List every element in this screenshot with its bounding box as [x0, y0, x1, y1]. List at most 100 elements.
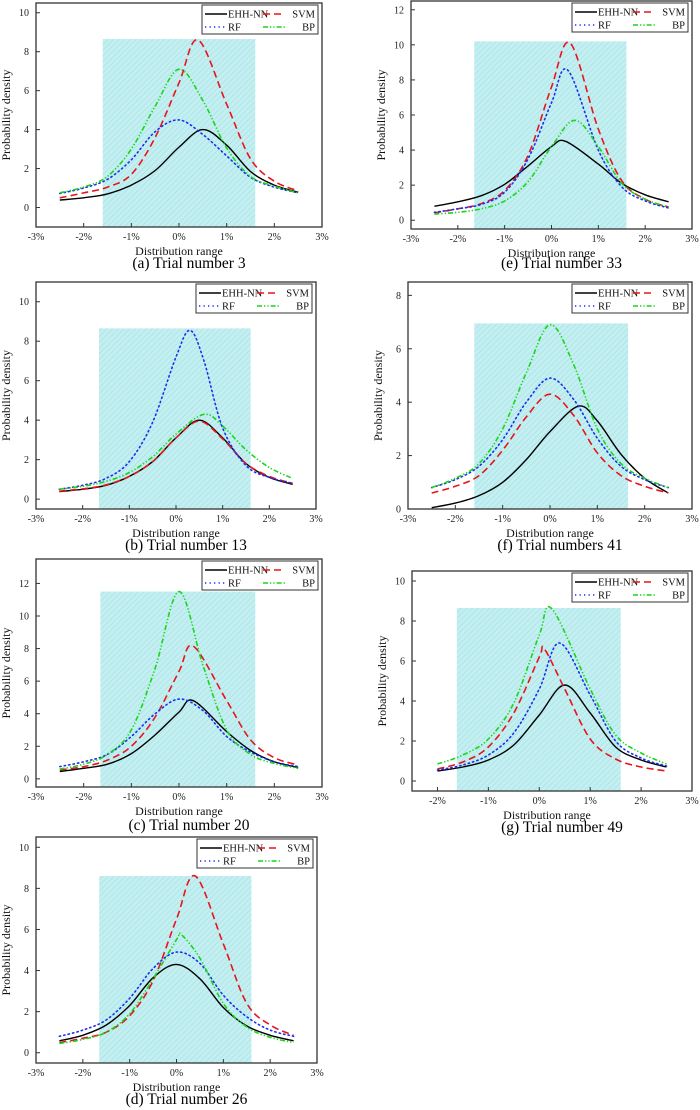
shaded-region [99, 876, 252, 1063]
x-tick-label: 3% [685, 514, 698, 525]
x-tick-label: 0% [170, 1068, 183, 1079]
series-line-ehhnn [434, 139, 669, 207]
y-tick-label: 6 [24, 925, 29, 936]
x-tick-label: 1% [220, 232, 233, 243]
panel-caption: (g) Trial number 49 [501, 819, 623, 836]
shaded-region [100, 591, 256, 787]
x-tick-label: 3% [309, 514, 322, 525]
series-line-rf [58, 329, 294, 491]
legend-label: RF [223, 857, 236, 868]
legend-label: SVM [287, 844, 310, 855]
legend-label: SVM [292, 10, 315, 21]
x-axis-label: Distribution range [508, 246, 596, 260]
y-tick-label: 2 [24, 1007, 29, 1018]
x-tick-label: 2% [638, 234, 651, 245]
x-tick-label: -2% [75, 232, 92, 243]
legend: EHH-NN SVM RF BP [201, 4, 319, 35]
x-tick-label: 3% [685, 796, 698, 807]
series-line-svm [437, 645, 667, 772]
legend-label: SVM [662, 578, 685, 589]
legend: EHH-NN SVM RF BP [201, 560, 319, 591]
legend-box [571, 572, 689, 603]
shaded-region [99, 328, 251, 509]
x-tick-label: -3% [28, 1068, 45, 1079]
series-line-svm [434, 41, 669, 214]
shaded-region [474, 41, 627, 229]
legend: EHH-NN SVM RF BP [571, 572, 689, 603]
x-tick-label: -1% [494, 514, 511, 525]
series-line-svm [59, 420, 293, 492]
y-tick-label: 8 [24, 337, 29, 348]
series-line-ehhnn [437, 684, 667, 772]
legend-label: RF [222, 302, 235, 313]
y-tick-label: 6 [24, 376, 29, 387]
x-tick-label: -1% [123, 792, 140, 803]
legend-box [571, 2, 689, 33]
legend-label: RF [598, 21, 611, 32]
y-tick-label: 4 [400, 697, 405, 708]
y-tick-label: 10 [19, 8, 29, 19]
y-tick-label: 6 [399, 111, 404, 122]
x-tick-label: -1% [496, 234, 513, 245]
series-line-bp [59, 413, 294, 491]
x-tick-label: -3% [28, 232, 45, 243]
y-tick-label: 4 [24, 966, 29, 977]
x-tick-label: -1% [123, 232, 140, 243]
y-tick-label: 4 [24, 416, 29, 427]
chart-panel-c: -3% -2% -1% 0% 1% 2% 3% 0 2 4 6 8 10 12 Distribution r… [0, 558, 329, 834]
x-tick-label: -1% [480, 796, 497, 807]
x-tick-label: 0% [545, 234, 558, 245]
x-tick-label: 0% [169, 514, 182, 525]
x-tick-label: 0% [172, 232, 185, 243]
x-tick-label: 1% [584, 796, 597, 807]
chart-panel-f: -3% -2% -1% 0% 1% 2% 3% 0 2 4 6 8 Distribution range… [371, 281, 699, 554]
y-axis-label: Probability density [375, 636, 389, 727]
x-tick-label: -2% [447, 514, 464, 525]
panel-caption: (d) Trial number 26 [126, 1091, 248, 1108]
legend-label: EHH-NN [222, 289, 263, 300]
y-axis-label: Probability density [0, 350, 13, 441]
series-line-rf [58, 951, 295, 1038]
series-line-bp [431, 323, 669, 489]
chart-panel-g: -2% -1% 0% 1% 2% 3% 0 2 4 6 8 10 Distribution range P… [375, 570, 699, 836]
series-line-svm [59, 39, 299, 199]
y-tick-label: 0 [396, 505, 401, 516]
legend-label: BP [672, 591, 685, 602]
x-tick-label: 2% [263, 514, 276, 525]
x-tick-label: -2% [75, 792, 92, 803]
series-line-rf [59, 698, 299, 768]
y-tick-label: 0 [24, 1048, 29, 1059]
panel-caption: (e) Trial number 33 [501, 255, 622, 272]
legend-label: BP [672, 302, 685, 313]
legend-label: BP [302, 23, 315, 34]
series-line-ehhnn [59, 963, 294, 1042]
chart-panel-a: -3% -2% -1% 0% 1% 2% 3% 0 2 4 6 8 10 Distribution ran… [0, 2, 329, 272]
x-tick-label: -2% [429, 796, 446, 807]
y-tick-label: 10 [394, 40, 404, 51]
legend-label: EHH-NN [223, 844, 264, 855]
y-tick-label: 2 [396, 451, 401, 462]
y-axis-label: Probability density [0, 628, 13, 719]
y-tick-label: 6 [396, 344, 401, 355]
x-tick-label: -3% [28, 514, 45, 525]
legend-label: RF [598, 591, 611, 602]
series-line-bp [59, 68, 299, 194]
legend-label: BP [302, 579, 315, 590]
x-tick-label: 3% [315, 232, 328, 243]
y-tick-label: 8 [24, 47, 29, 58]
series-line-bp [434, 119, 669, 215]
y-tick-label: 0 [24, 774, 29, 785]
y-tick-label: 2 [399, 181, 404, 192]
y-tick-label: 4 [399, 146, 404, 157]
legend-label: EHH-NN [228, 10, 269, 21]
legend-box [571, 283, 689, 314]
x-tick-label: 2% [268, 232, 281, 243]
x-tick-label: -3% [403, 234, 420, 245]
shaded-region [456, 608, 621, 791]
legend-label: SVM [286, 289, 309, 300]
y-tick-label: 4 [24, 709, 29, 720]
y-tick-label: 12 [394, 5, 404, 16]
x-tick-label: 1% [217, 1068, 230, 1079]
x-tick-label: -1% [121, 1068, 138, 1079]
